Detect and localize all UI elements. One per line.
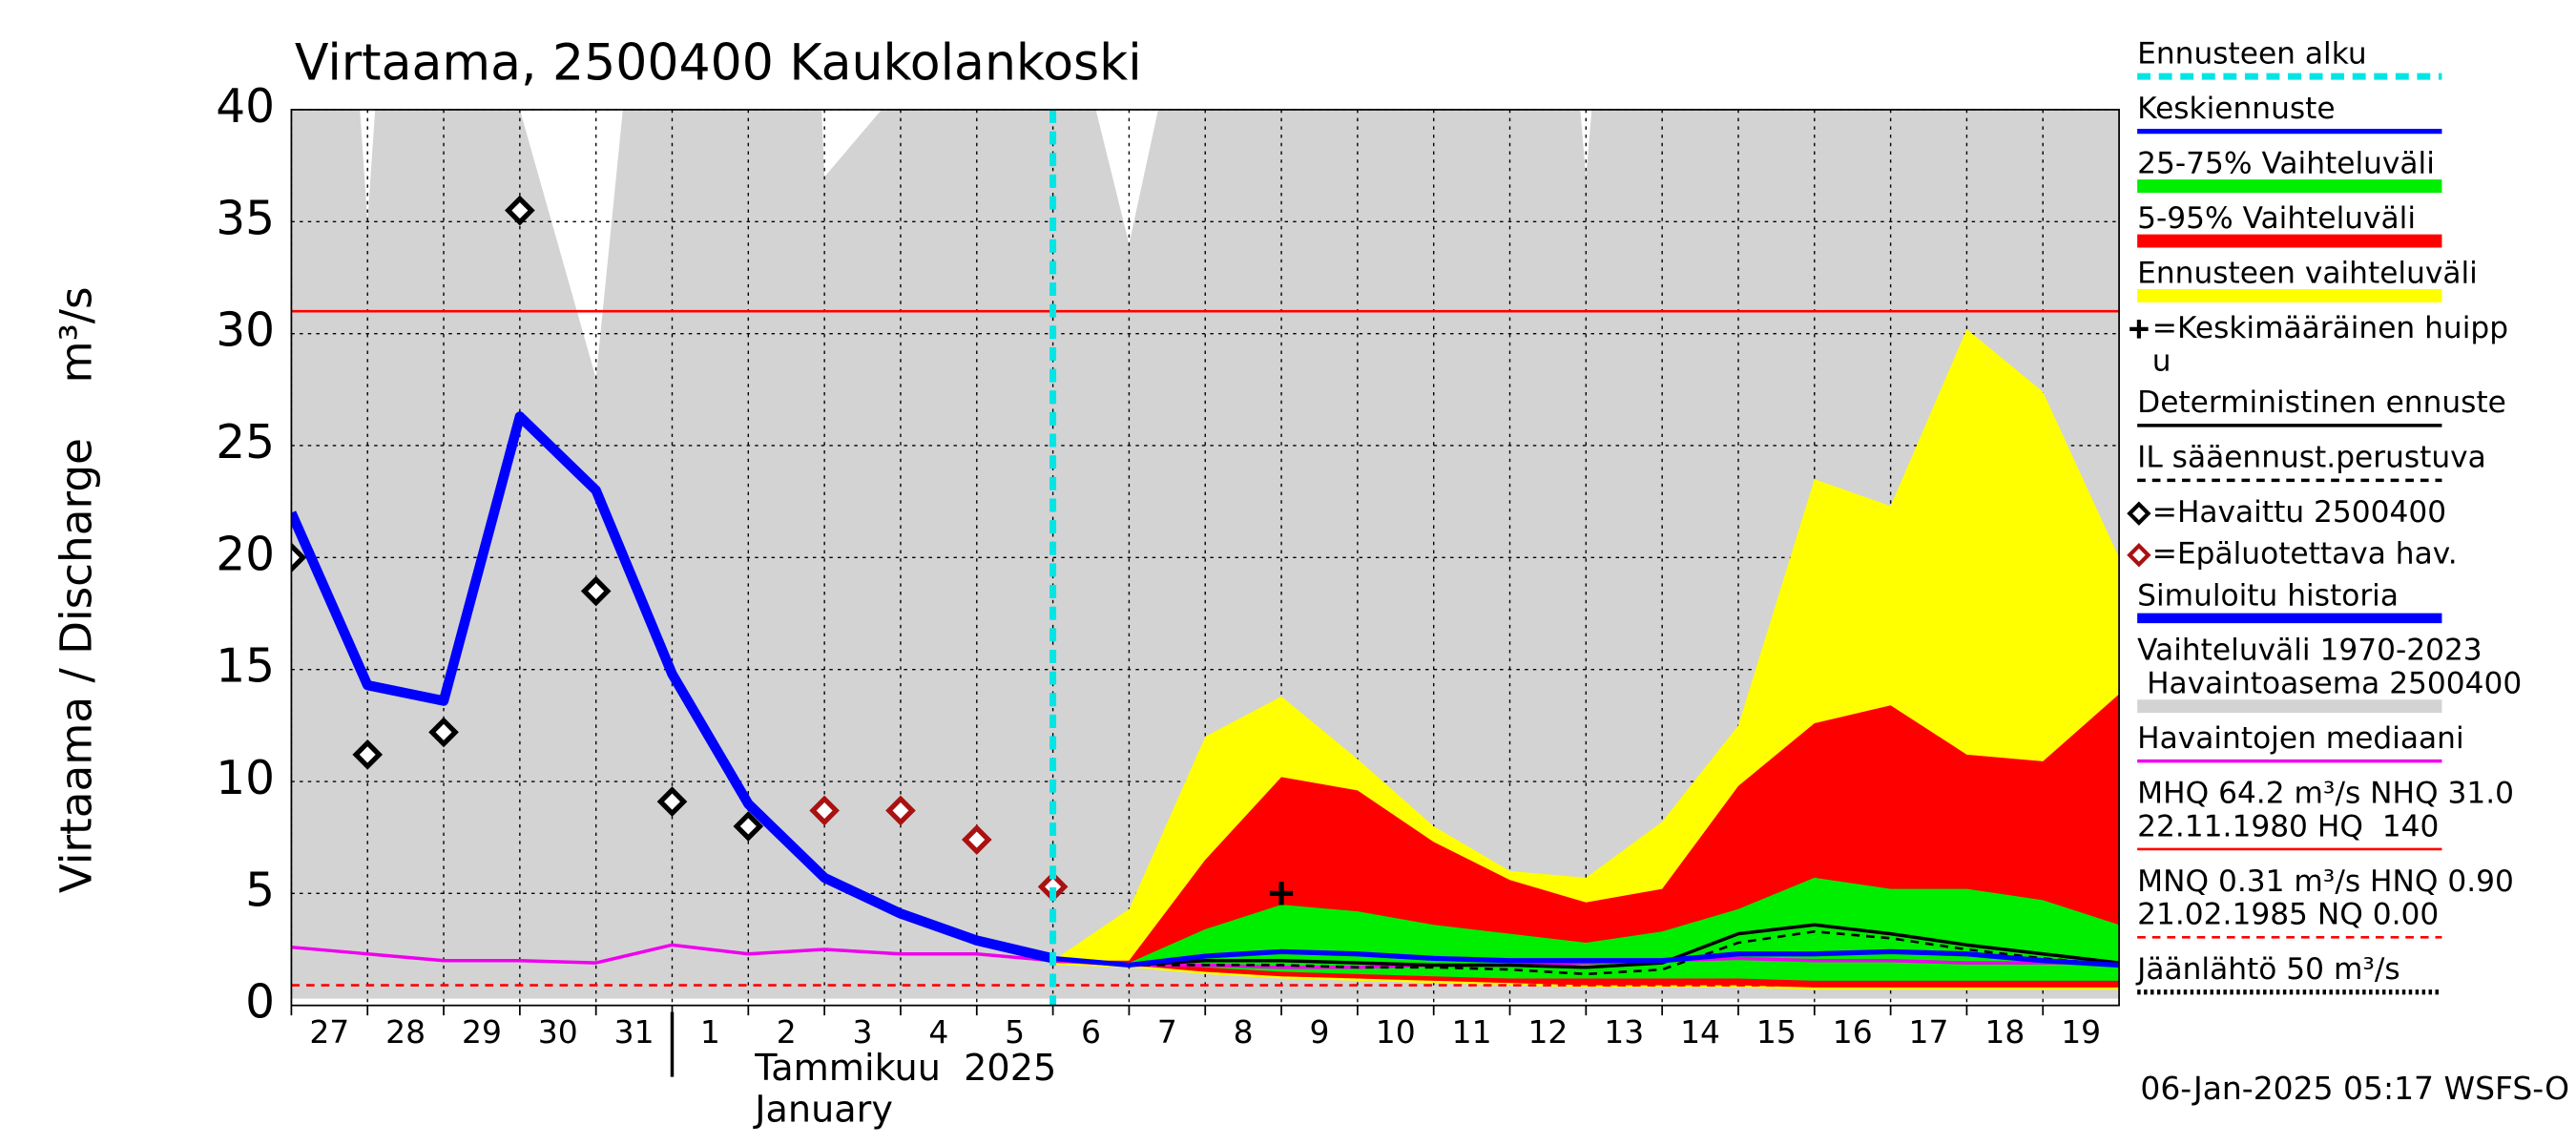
legend-label: 25-75% Vaihteluväli xyxy=(2137,146,2435,180)
legend-label: =Epäluotettava hav. xyxy=(2152,537,2458,572)
month-label: Tammikuu 2025 xyxy=(754,1048,1056,1090)
x-tick-label: 13 xyxy=(1604,1013,1644,1051)
series-line xyxy=(291,411,1054,964)
x-tick-label: 16 xyxy=(1833,1013,1873,1051)
x-tick-label: 7 xyxy=(1157,1013,1177,1051)
x-tick-label: 12 xyxy=(1527,1013,1568,1051)
legend-label: Deterministinen ennuste xyxy=(2137,385,2506,420)
y-tick-label: 25 xyxy=(216,416,275,469)
y-axis-label: Virtaama / Discharge m³/s xyxy=(51,286,101,893)
x-tick-label: 31 xyxy=(614,1013,654,1051)
legend-marker xyxy=(2127,543,2151,568)
x-tick-label: 27 xyxy=(309,1013,349,1051)
legend-label: 22.11.1980 HQ 140 xyxy=(2137,809,2439,843)
x-tick-label: 29 xyxy=(462,1013,502,1051)
observation-marker xyxy=(428,717,459,748)
legend-marker xyxy=(2129,320,2149,339)
observation-marker xyxy=(733,811,764,842)
x-tick-label: 3 xyxy=(853,1013,873,1051)
legend-label: MHQ 64.2 m³/s NHQ 31.0 xyxy=(2137,776,2514,810)
observation-marker xyxy=(961,824,992,855)
month-label: January xyxy=(753,1090,893,1132)
x-tick-label: 10 xyxy=(1376,1013,1416,1051)
legend-label: Vaihteluväli 1970-2023 xyxy=(2137,634,2483,668)
legend-label: =Havaittu 2500400 xyxy=(2152,495,2446,530)
x-tick-label: 14 xyxy=(1680,1013,1720,1051)
legend-label: 21.02.1985 NQ 0.00 xyxy=(2137,898,2439,932)
legend-label: MNQ 0.31 m³/s HNQ 0.90 xyxy=(2137,864,2514,899)
peak-marker xyxy=(1269,882,1294,906)
y-tick-label: 20 xyxy=(216,528,275,581)
legend-label: Ennusteen vaihteluväli xyxy=(2137,256,2478,290)
x-tick-label: 11 xyxy=(1452,1013,1492,1051)
legend-label: 5-95% Vaihteluväli xyxy=(2137,201,2416,236)
legend-label: Simuloitu historia xyxy=(2137,578,2399,613)
series-line xyxy=(1052,929,2120,976)
legend-label: Jäänlähtö 50 m³/s xyxy=(2135,952,2400,987)
legend-label: Keskiennuste xyxy=(2137,92,2335,126)
observation-marker xyxy=(809,795,840,826)
legend-label: =Keskimääräinen huipp xyxy=(2152,311,2508,345)
observation-marker xyxy=(352,739,384,770)
plot-area xyxy=(291,109,2120,1006)
legend-marker xyxy=(2127,501,2151,526)
footer: 06-Jan-2025 05:17 WSFS-O xyxy=(2140,1070,2569,1107)
y-tick-label: 35 xyxy=(216,192,275,245)
x-tick-label: 18 xyxy=(1984,1013,2025,1051)
x-tick-label: 6 xyxy=(1081,1013,1101,1051)
x-tick-label: 28 xyxy=(385,1013,426,1051)
legend-label: IL sääennust.perustuva xyxy=(2137,441,2486,475)
legend-label: Ennusteen alku xyxy=(2137,36,2366,71)
x-tick-label: 9 xyxy=(1309,1013,1329,1051)
x-tick-label: 4 xyxy=(928,1013,948,1051)
y-tick-label: 10 xyxy=(216,752,275,805)
series-line xyxy=(1052,923,2120,969)
observation-marker xyxy=(885,795,916,826)
y-tick-label: 40 xyxy=(216,80,275,134)
legend-label: u xyxy=(2152,344,2171,379)
x-tick-label: 2 xyxy=(777,1013,797,1051)
x-tick-label: 30 xyxy=(538,1013,578,1051)
y-tick-label: 15 xyxy=(216,640,275,694)
observation-marker xyxy=(656,786,688,818)
y-tick-label: 0 xyxy=(245,976,275,1030)
x-tick-label: 17 xyxy=(1909,1013,1949,1051)
legend-label: Havaintojen mediaani xyxy=(2137,721,2463,756)
x-tick-label: 5 xyxy=(1005,1013,1025,1051)
observation-marker xyxy=(505,195,535,226)
chart-title: Virtaama, 2500400 Kaukolankoski xyxy=(295,35,1142,93)
y-tick-label: 30 xyxy=(216,304,275,358)
x-tick-label: 8 xyxy=(1234,1013,1254,1051)
x-tick-label: 15 xyxy=(1756,1013,1797,1051)
x-tick-label: 1 xyxy=(700,1013,720,1051)
x-tick-label: 19 xyxy=(2061,1013,2101,1051)
y-tick-label: 5 xyxy=(245,864,275,917)
observation-marker xyxy=(580,575,612,607)
observation-marker xyxy=(291,542,307,573)
series-line xyxy=(1052,948,2120,968)
legend-label: Havaintoasema 2500400 xyxy=(2137,667,2522,701)
